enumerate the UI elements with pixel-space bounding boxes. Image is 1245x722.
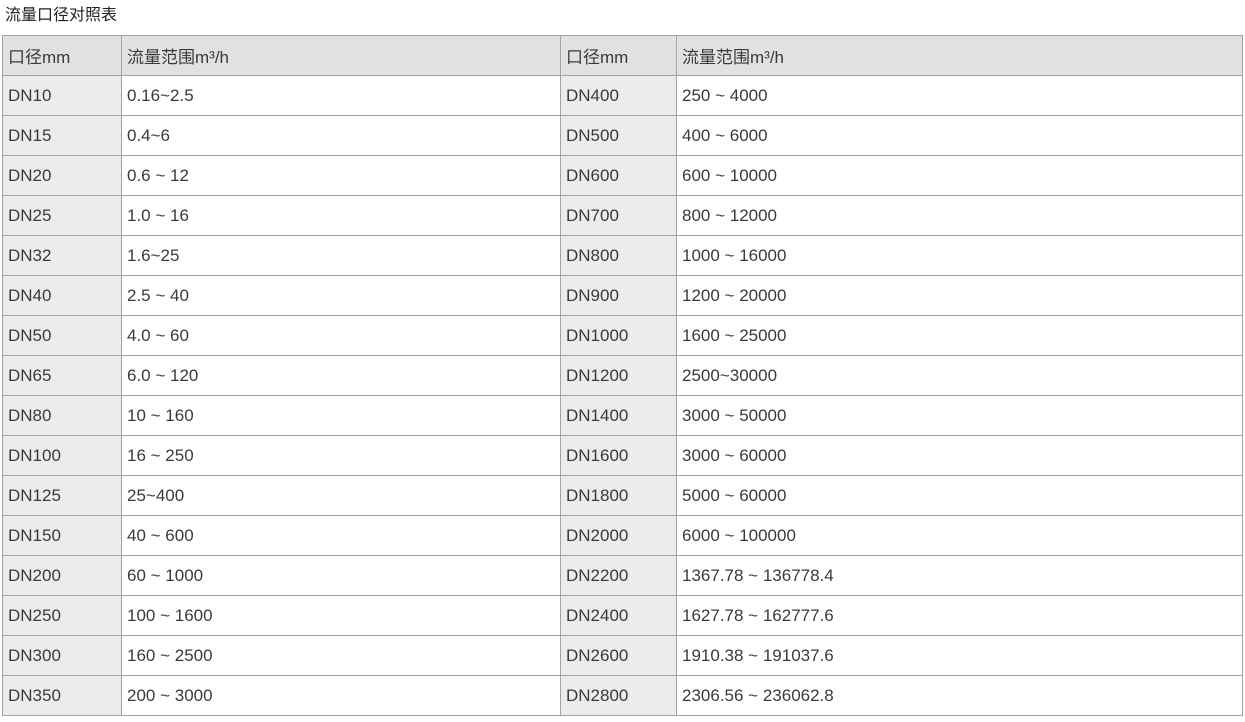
- dn-cell: DN100: [2, 435, 122, 476]
- flow-range-cell: 0.16~2.5: [121, 75, 561, 116]
- dn-cell: DN2000: [560, 515, 677, 556]
- dn-cell: DN10: [2, 75, 122, 116]
- dn-cell: DN1400: [560, 395, 677, 436]
- flow-range-cell: 200 ~ 3000: [121, 675, 561, 716]
- dn-cell: DN2600: [560, 635, 677, 676]
- table-row: DN40 2.5 ~ 40 DN900 1200 ~ 20000: [2, 275, 1243, 316]
- table-row: DN100 16 ~ 250 DN1600 3000 ~ 60000: [2, 435, 1243, 476]
- flow-range-cell: 4.0 ~ 60: [121, 315, 561, 356]
- dn-cell: DN900: [560, 275, 677, 316]
- dn-cell: DN500: [560, 115, 677, 156]
- flow-range-cell: 60 ~ 1000: [121, 555, 561, 596]
- flow-range-cell: 6.0 ~ 120: [121, 355, 561, 396]
- flow-range-cell: 2.5 ~ 40: [121, 275, 561, 316]
- dn-cell: DN350: [2, 675, 122, 716]
- table-row: DN65 6.0 ~ 120 DN1200 2500~30000: [2, 355, 1243, 396]
- dn-cell: DN40: [2, 275, 122, 316]
- flow-diameter-table: 口径mm 流量范围m³/h 口径mm 流量范围m³/h DN10 0.16~2.5…: [2, 35, 1243, 716]
- table-body: DN10 0.16~2.5 DN400 250 ~ 4000 DN15 0.4~6 DN50…: [2, 75, 1243, 716]
- table-row: DN150 40 ~ 600 DN2000 6000 ~ 100000: [2, 515, 1243, 556]
- flow-range-cell: 2306.56 ~ 236062.8: [676, 675, 1243, 716]
- flow-range-cell: 3000 ~ 60000: [676, 435, 1243, 476]
- flow-range-cell: 5000 ~ 60000: [676, 475, 1243, 516]
- table-title: 流量口径对照表: [5, 7, 118, 24]
- flow-range-cell: 0.4~6: [121, 115, 561, 156]
- dn-cell: DN2200: [560, 555, 677, 596]
- dn-cell: DN700: [560, 195, 677, 236]
- table-header: 口径mm 流量范围m³/h 口径mm 流量范围m³/h: [2, 35, 1243, 76]
- flow-range-cell: 1600 ~ 25000: [676, 315, 1243, 356]
- table-row: DN300 160 ~ 2500 DN2600 1910.38 ~ 191037.6: [2, 635, 1243, 676]
- flow-range-cell: 400 ~ 6000: [676, 115, 1243, 156]
- dn-cell: DN800: [560, 235, 677, 276]
- flow-range-cell: 1.0 ~ 16: [121, 195, 561, 236]
- header-cell-flowrange-left: 流量范围m³/h: [121, 35, 561, 76]
- table-row: DN250 100 ~ 1600 DN2400 1627.78 ~ 162777.6: [2, 595, 1243, 636]
- dn-cell: DN2800: [560, 675, 677, 716]
- flow-range-cell: 800 ~ 12000: [676, 195, 1243, 236]
- table-row: DN50 4.0 ~ 60 DN1000 1600 ~ 25000: [2, 315, 1243, 356]
- dn-cell: DN25: [2, 195, 122, 236]
- table-row: DN125 25~400 DN1800 5000 ~ 60000: [2, 475, 1243, 516]
- table-row: DN32 1.6~25 DN800 1000 ~ 16000: [2, 235, 1243, 276]
- flow-range-cell: 1910.38 ~ 191037.6: [676, 635, 1243, 676]
- flow-range-cell: 10 ~ 160: [121, 395, 561, 436]
- flow-range-cell: 3000 ~ 50000: [676, 395, 1243, 436]
- header-cell-diameter-right: 口径mm: [560, 35, 677, 76]
- dn-cell: DN1600: [560, 435, 677, 476]
- flow-range-cell: 6000 ~ 100000: [676, 515, 1243, 556]
- dn-cell: DN32: [2, 235, 122, 276]
- table-row: DN20 0.6 ~ 12 DN600 600 ~ 10000: [2, 155, 1243, 196]
- flow-range-cell: 100 ~ 1600: [121, 595, 561, 636]
- table-row: DN80 10 ~ 160 DN1400 3000 ~ 50000: [2, 395, 1243, 436]
- flow-range-cell: 0.6 ~ 12: [121, 155, 561, 196]
- header-cell-flowrange-right: 流量范围m³/h: [676, 35, 1243, 76]
- dn-cell: DN150: [2, 515, 122, 556]
- flow-range-cell: 1627.78 ~ 162777.6: [676, 595, 1243, 636]
- dn-cell: DN600: [560, 155, 677, 196]
- dn-cell: DN300: [2, 635, 122, 676]
- flow-range-cell: 160 ~ 2500: [121, 635, 561, 676]
- dn-cell: DN20: [2, 155, 122, 196]
- flow-range-cell: 600 ~ 10000: [676, 155, 1243, 196]
- flow-range-cell: 250 ~ 4000: [676, 75, 1243, 116]
- flow-range-cell: 2500~30000: [676, 355, 1243, 396]
- dn-cell: DN1200: [560, 355, 677, 396]
- flow-range-cell: 1367.78 ~ 136778.4: [676, 555, 1243, 596]
- header-row: 口径mm 流量范围m³/h 口径mm 流量范围m³/h: [2, 35, 1243, 76]
- flow-range-cell: 1.6~25: [121, 235, 561, 276]
- flow-range-cell: 1200 ~ 20000: [676, 275, 1243, 316]
- dn-cell: DN125: [2, 475, 122, 516]
- flow-range-cell: 16 ~ 250: [121, 435, 561, 476]
- table-row: DN25 1.0 ~ 16 DN700 800 ~ 12000: [2, 195, 1243, 236]
- table-row: DN15 0.4~6 DN500 400 ~ 6000: [2, 115, 1243, 156]
- dn-cell: DN200: [2, 555, 122, 596]
- flow-range-cell: 1000 ~ 16000: [676, 235, 1243, 276]
- header-cell-diameter-left: 口径mm: [2, 35, 122, 76]
- table-row: DN10 0.16~2.5 DN400 250 ~ 4000: [2, 75, 1243, 116]
- flow-range-cell: 40 ~ 600: [121, 515, 561, 556]
- flow-range-cell: 25~400: [121, 475, 561, 516]
- dn-cell: DN250: [2, 595, 122, 636]
- dn-cell: DN1000: [560, 315, 677, 356]
- dn-cell: DN50: [2, 315, 122, 356]
- dn-cell: DN1800: [560, 475, 677, 516]
- dn-cell: DN2400: [560, 595, 677, 636]
- table-row: DN200 60 ~ 1000 DN2200 1367.78 ~ 136778.4: [2, 555, 1243, 596]
- dn-cell: DN400: [560, 75, 677, 116]
- dn-cell: DN15: [2, 115, 122, 156]
- dn-cell: DN65: [2, 355, 122, 396]
- table-row: DN350 200 ~ 3000 DN2800 2306.56 ~ 236062.8: [2, 675, 1243, 716]
- dn-cell: DN80: [2, 395, 122, 436]
